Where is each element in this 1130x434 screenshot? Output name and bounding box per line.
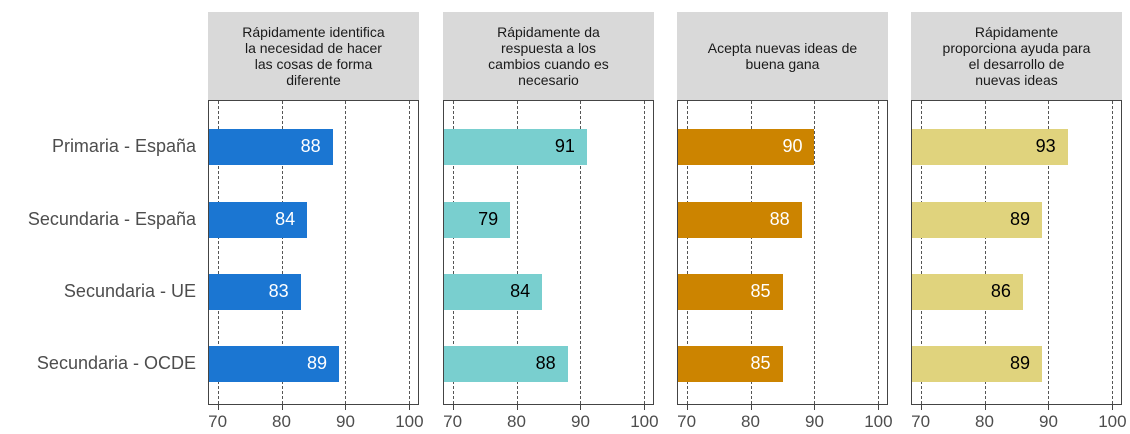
x-tick-label: 100 — [864, 412, 893, 431]
x-tick-label: 80 — [741, 412, 760, 431]
value-label: 90 — [782, 136, 803, 156]
facet-title: Acepta nuevas ideas de buena gana — [677, 12, 888, 100]
facet-title: Rápidamente proporciona ayuda para el de… — [911, 12, 1122, 100]
panel — [677, 100, 888, 405]
x-tick-label: 100 — [630, 412, 659, 431]
facet-title: Rápidamente identifica la necesidad de h… — [208, 12, 419, 100]
panel — [911, 100, 1122, 405]
grid-line — [516, 101, 518, 404]
tick-mark — [1112, 405, 1114, 410]
x-tick-label: 80 — [975, 412, 994, 431]
x-tick-label: 70 — [677, 412, 697, 431]
tick-mark — [878, 405, 880, 410]
value-label: 89 — [1010, 209, 1031, 229]
bar — [678, 346, 783, 382]
category-label: Secundaria - España — [27, 209, 196, 229]
tick-mark — [580, 405, 582, 410]
tick-mark — [686, 405, 688, 410]
value-label: 93 — [1035, 136, 1056, 156]
value-label: 88 — [535, 353, 556, 373]
tick-mark — [409, 405, 411, 410]
tick-mark — [452, 405, 454, 410]
x-tick-label: 90 — [1039, 412, 1058, 431]
grid-line — [281, 101, 283, 404]
grid-line — [580, 101, 582, 404]
grid-line — [217, 101, 219, 404]
tick-mark — [984, 405, 986, 410]
bar — [678, 274, 783, 310]
bar — [209, 274, 301, 310]
value-label: 88 — [769, 209, 790, 229]
bar — [912, 202, 1043, 238]
bar — [209, 202, 308, 238]
facet-title: Rápidamente da respuesta a los cambios c… — [443, 12, 654, 100]
grid-line — [452, 101, 454, 404]
grid-line — [984, 101, 986, 404]
bar — [912, 346, 1043, 382]
x-tick-label: 100 — [395, 412, 424, 431]
bar — [912, 274, 1023, 310]
bar — [678, 202, 802, 238]
x-tick-label: 70 — [911, 412, 931, 431]
bar — [209, 129, 333, 165]
x-tick-label: 100 — [1098, 412, 1127, 431]
bar — [444, 274, 543, 310]
x-tick-label: 90 — [805, 412, 824, 431]
value-label: 91 — [554, 136, 575, 156]
tick-mark — [345, 405, 347, 410]
tick-mark — [920, 405, 922, 410]
tick-mark — [281, 405, 283, 410]
bar — [444, 202, 511, 238]
category-label: Primaria - España — [51, 136, 196, 156]
grid-line — [814, 101, 816, 404]
value-label: 85 — [750, 281, 771, 301]
grid-line — [1048, 101, 1050, 404]
value-label: 86 — [990, 281, 1011, 301]
bar — [444, 346, 568, 382]
value-label: 88 — [300, 136, 321, 156]
value-label: 83 — [268, 281, 289, 301]
x-tick-label: 70 — [208, 412, 228, 431]
x-tick-label: 90 — [571, 412, 590, 431]
bar — [209, 346, 340, 382]
category-label: Secundaria - OCDE — [36, 353, 196, 373]
grid-line — [644, 101, 646, 404]
value-label: 85 — [750, 353, 771, 373]
grid-line — [920, 101, 922, 404]
x-tick-label: 70 — [443, 412, 463, 431]
x-tick-label: 80 — [272, 412, 291, 431]
tick-mark — [644, 405, 646, 410]
panel — [208, 100, 419, 405]
tick-mark — [1048, 405, 1050, 410]
tick-mark — [750, 405, 752, 410]
grid-line — [409, 101, 411, 404]
tick-mark — [516, 405, 518, 410]
value-label: 89 — [1010, 353, 1031, 373]
grid-line — [686, 101, 688, 404]
value-label: 84 — [275, 209, 296, 229]
panel — [443, 100, 654, 405]
grid-line — [878, 101, 880, 404]
grid-line — [1112, 101, 1114, 404]
tick-mark — [814, 405, 816, 410]
bar — [444, 129, 587, 165]
bar — [912, 129, 1068, 165]
grid-line — [345, 101, 347, 404]
value-label: 89 — [307, 353, 328, 373]
category-label: Secundaria - UE — [63, 281, 196, 301]
tick-mark — [217, 405, 219, 410]
value-label: 79 — [478, 209, 499, 229]
value-label: 84 — [510, 281, 531, 301]
x-tick-label: 80 — [507, 412, 526, 431]
x-tick-label: 90 — [336, 412, 355, 431]
grid-line — [750, 101, 752, 404]
bar — [678, 129, 815, 165]
